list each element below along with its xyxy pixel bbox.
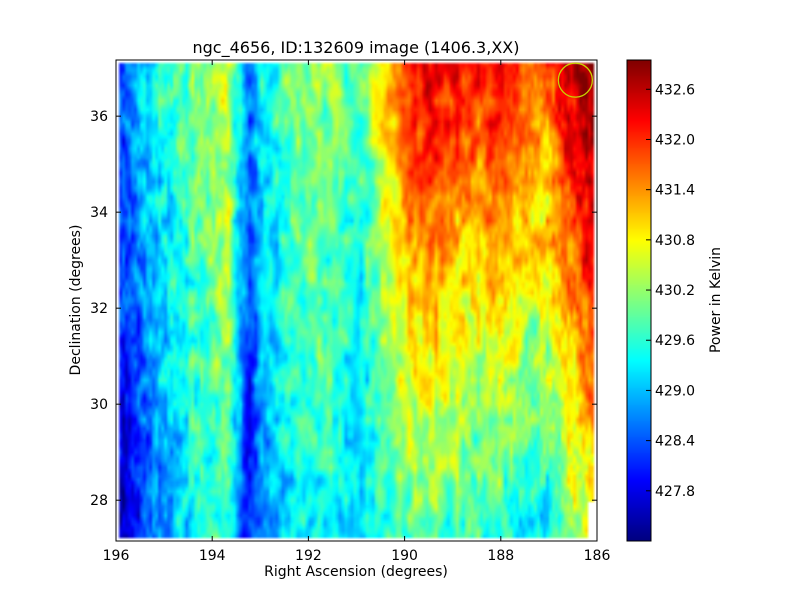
y-tick-label: 36 xyxy=(90,109,108,125)
colorbar-tick-label: 430.8 xyxy=(655,233,695,249)
x-tick-label: 196 xyxy=(103,548,130,564)
y-tick-label: 30 xyxy=(90,397,108,413)
x-tick-label: 194 xyxy=(199,548,226,564)
x-tick-label: 192 xyxy=(295,548,322,564)
chart-title: ngc_4656, ID:132609 image (1406.3,XX) xyxy=(193,38,520,58)
heatmap-image xyxy=(116,60,597,541)
colorbar-tick-label: 431.4 xyxy=(655,183,695,199)
colorbar-tick-label: 430.2 xyxy=(655,283,695,299)
colorbar-tick-label: 432.6 xyxy=(655,82,695,98)
y-tick-label: 34 xyxy=(90,205,108,221)
y-axis-label: Declination (degrees) xyxy=(68,225,84,376)
x-axis-label: Right Ascension (degrees) xyxy=(264,564,448,580)
x-tick-label: 186 xyxy=(584,548,611,564)
colorbar-tick-label: 427.8 xyxy=(655,484,695,500)
colorbar-tick-label: 429.6 xyxy=(655,333,695,349)
x-tick-label: 190 xyxy=(391,548,418,564)
colorbar-ticks: 427.8 428.4 429.0 429.6 430.2 430.8 431.4 432.0… xyxy=(646,82,695,500)
colorbar-tick-label: 429.0 xyxy=(655,383,695,399)
x-tick-label: 188 xyxy=(487,548,514,564)
colorbar-tick-label: 428.4 xyxy=(655,434,695,450)
colorbar-gradient xyxy=(627,60,651,541)
colorbar-tick-label: 432.0 xyxy=(655,132,695,148)
x-axis-ticks: 196 194 192 190 188 186 xyxy=(103,60,611,564)
y-tick-label: 32 xyxy=(90,301,108,317)
y-axis-ticks: 28 30 32 34 36 xyxy=(90,109,597,509)
plot-frame xyxy=(115,59,598,542)
colorbar-frame xyxy=(626,59,652,542)
y-tick-label: 28 xyxy=(90,493,108,509)
source-marker-circle xyxy=(557,62,594,98)
colorbar-label: Power in Kelvin xyxy=(708,247,724,353)
